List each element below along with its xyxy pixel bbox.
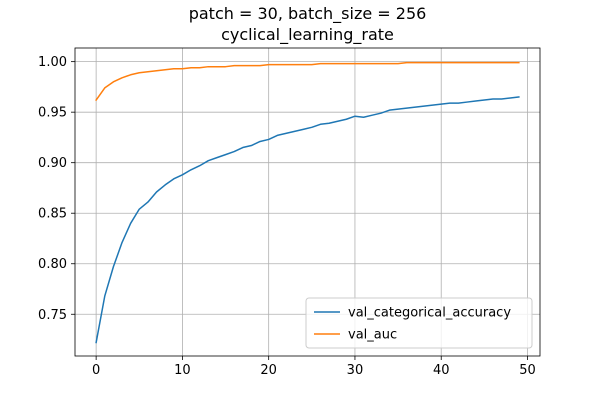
legend-label-val-categorical-accuracy: val_categorical_accuracy [348,306,511,321]
x-tick-label: 30 [347,363,364,378]
grid [75,48,540,356]
x-tick-label: 10 [174,363,191,378]
x-tick-label: 40 [433,363,450,378]
legend: val_categorical_accuracy val_auc [305,297,533,349]
y-tick-label: 0.85 [38,207,67,222]
legend-box [305,297,533,349]
series-line-val-categorical-accuracy [95,96,520,344]
y-tick-label: 1.00 [38,55,67,70]
y-tick-label: 0.90 [38,156,67,171]
x-tick-label: 0 [92,363,100,378]
axes: 0 10 20 30 40 50 0.75 0.80 0.85 0.90 0.95 1.00 [38,55,536,378]
legend-label-val-auc: val_auc [348,328,397,343]
series-line-val-auc [95,61,520,102]
title-line-2: cyclical_learning_rate [221,25,394,45]
y-tick-label: 0.75 [38,308,67,323]
title-line-1: patch = 30, batch_size = 256 [189,4,427,24]
y-tick-label: 0.95 [38,106,67,121]
chart-title: patch = 30, batch_size = 256 cyclical_le… [189,4,427,45]
y-tick-label: 0.80 [38,257,67,272]
plot-frame [74,47,541,357]
x-tick-label: 20 [260,363,277,378]
series-lines [95,61,520,344]
x-tick-label: 50 [519,363,536,378]
